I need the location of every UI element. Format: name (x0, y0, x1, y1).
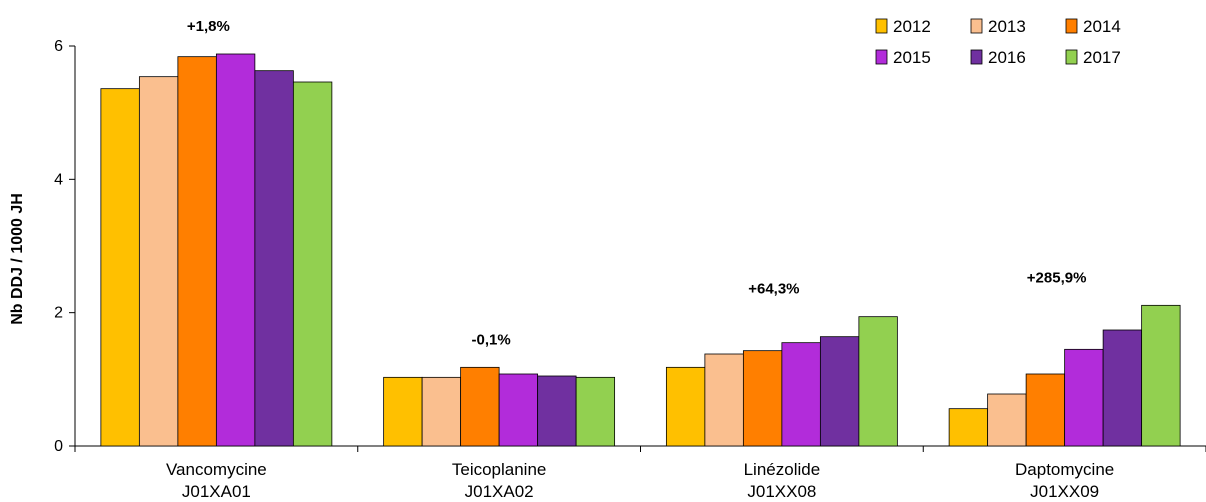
bar-2013-J01XA01 (138, 76, 179, 447)
legend-swatch-2013 (970, 18, 983, 34)
bar-2014-J01XA02 (460, 366, 500, 447)
bar-2017-J01XX09 (1141, 304, 1181, 447)
bar-2013-J01XA02 (421, 376, 462, 447)
change-annotation: -0,1% (472, 331, 511, 348)
legend: 2012 2013 2014 2015 2016 2017 (875, 17, 1121, 67)
legend-label-2014: 2014 (1083, 17, 1121, 36)
legend-swatch-2015 (875, 49, 888, 65)
x-category-code: J01XA02 (465, 482, 534, 501)
bar-2016-J01XA01 (254, 70, 294, 447)
x-category-label: Teicoplanine (452, 460, 547, 479)
legend-label-2016: 2016 (988, 48, 1026, 67)
x-category-code: J01XX09 (1030, 482, 1099, 501)
bar-2013-J01XX09 (987, 393, 1027, 447)
bar-2012-J01XX08 (665, 366, 706, 447)
change-annotation: +285,9% (1027, 269, 1087, 286)
bar-2013-J01XX08 (704, 353, 744, 447)
bar-2015-J01XX09 (1064, 348, 1104, 447)
x-category-label: Vancomycine (166, 460, 267, 479)
y-tick-label: 4 (54, 171, 63, 188)
y-tick-label: 2 (54, 305, 63, 322)
bar-2014-J01XX09 (1025, 373, 1066, 447)
y-tick-label: 0 (54, 438, 63, 455)
legend-label-2012: 2012 (893, 17, 931, 36)
bars (100, 53, 1181, 447)
legend-label-2013: 2013 (988, 17, 1026, 36)
legend-swatch-2017 (1065, 49, 1078, 65)
bar-2017-J01XA02 (575, 376, 616, 447)
legend-swatch-2012 (875, 18, 888, 34)
bar-2016-J01XA02 (537, 375, 577, 447)
bar-2012-J01XX09 (948, 408, 989, 447)
bar-2017-J01XA01 (292, 81, 333, 447)
bar-2014-J01XX08 (742, 350, 783, 447)
legend-swatch-2014 (1065, 18, 1078, 34)
bar-2016-J01XX08 (819, 336, 860, 447)
bar-2015-J01XA02 (498, 373, 539, 447)
bar-2014-J01XA01 (177, 56, 217, 447)
legend-label-2017: 2017 (1083, 48, 1121, 67)
legend-swatch-2016 (970, 49, 983, 65)
bar-2015-J01XA01 (215, 53, 256, 447)
bar-2017-J01XX08 (858, 316, 898, 447)
y-axis-label: Nb DDJ / 1000 JH (9, 193, 26, 325)
x-category-label: Linézolide (744, 460, 821, 479)
annotations: +1,8% -0,1% +64,3% +285,9% (187, 18, 1087, 348)
x-category-code: J01XA01 (182, 482, 251, 501)
change-annotation: +64,3% (748, 281, 799, 298)
legend-label-2015: 2015 (893, 48, 931, 67)
y-tick-label: 6 (54, 38, 63, 55)
x-category-label: Daptomycine (1015, 460, 1114, 479)
x-category-code: J01XX08 (747, 482, 816, 501)
change-annotation: +1,8% (187, 18, 230, 35)
bar-2012-J01XA02 (383, 376, 423, 447)
bar-2016-J01XX09 (1102, 329, 1143, 447)
bar-2015-J01XX08 (781, 342, 821, 447)
y-axis: 0 2 4 6 (54, 38, 76, 455)
bar-2012-J01XA01 (100, 88, 140, 447)
x-axis: Vancomycine J01XA01 Teicoplanine J01XA02 Lin… (74, 445, 1206, 501)
